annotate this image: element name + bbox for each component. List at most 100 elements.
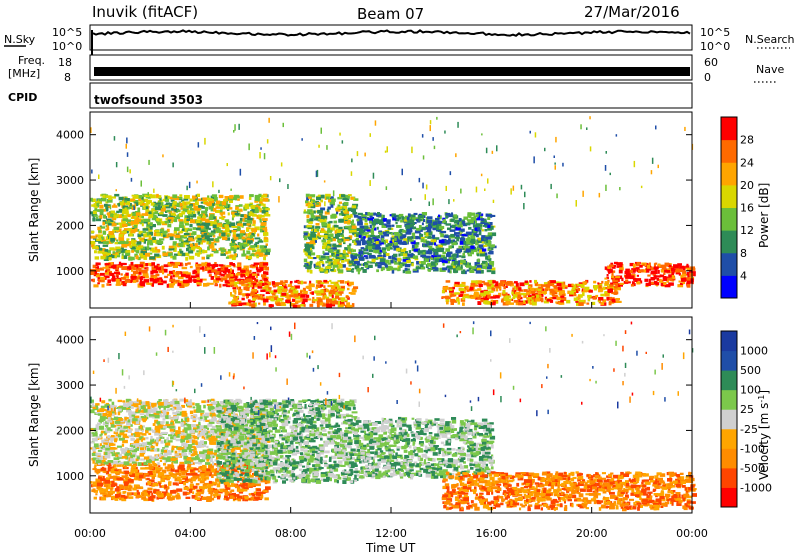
power-cell [229,196,234,199]
power-cell [172,194,178,199]
power-cell [259,264,265,269]
power-cell [470,282,476,286]
power-cell [206,202,212,207]
power-cell [327,245,330,250]
power-cell [424,258,430,263]
power-cell [490,284,494,288]
power-cell [131,275,137,279]
power-cell [264,252,270,255]
power-cell [641,269,644,273]
power-cell [163,264,169,268]
power-cell [492,280,496,284]
power-cell [388,247,393,250]
power-cell [192,242,195,247]
power-cell [260,282,265,286]
power-cell [631,268,637,272]
power-cell [152,270,159,274]
power-cell [132,270,139,275]
velocity-cell [138,472,143,477]
velocity-cell [148,479,155,483]
power-cell [113,215,118,219]
power-cell [287,297,291,300]
power-cell [367,235,371,238]
power-cell [232,302,237,306]
power-cell [428,268,431,272]
velocity-cell [169,497,175,501]
power-cell [127,214,131,218]
power-cell [416,227,421,231]
power-cell [660,274,665,278]
power-cell [488,246,491,249]
power-cell [305,246,308,250]
power-cell [182,244,186,248]
power-speckle [115,189,117,192]
power-cell [323,216,328,220]
power-cell [462,234,468,237]
power-cell [330,227,335,231]
power-cell [465,242,471,245]
power-cell [405,256,411,260]
power-cell [303,304,306,307]
power-cell [233,236,240,240]
power-cell [292,298,296,302]
power-cell [477,253,480,257]
power-cell [207,267,212,270]
power-cell [179,220,184,225]
power-speckle [315,170,318,178]
power-cell [382,231,387,235]
power-cell [652,270,658,275]
power-cell [225,237,230,241]
velocity-cell [242,489,248,492]
velocity-cell [202,483,207,487]
power-cbar-tick: 20 [740,179,754,192]
power-cell [321,262,325,265]
power-cell [232,278,238,281]
power-cell [122,262,125,266]
power-cell [601,280,604,284]
power-cell [148,211,152,215]
velocity-cell [256,488,261,492]
power-cell [567,283,574,288]
velocity-cell [92,481,97,486]
power-cell [321,293,327,296]
power-cell [275,282,280,285]
power-cell [375,245,381,248]
velocity-cell [143,473,149,476]
power-cell [357,216,363,220]
power-cell [468,226,472,230]
power-cell [474,280,479,283]
power-cell [250,253,255,257]
power-cell [104,263,111,266]
power-cell [334,262,341,266]
power-cell [139,221,143,225]
power-cell [178,238,183,242]
velocity-cell [166,476,171,479]
power-cell [256,244,259,249]
power-cell [533,299,537,302]
power-cell [390,232,393,235]
power-cell [166,283,169,288]
power-cell [250,283,253,286]
power-cell [648,262,651,266]
power-cell [257,286,263,289]
velocity-cell [185,480,189,484]
power-cell [105,236,110,240]
power-speckle [356,151,359,157]
power-cell [188,203,191,207]
power-cell [129,203,132,207]
power-cell [204,222,211,226]
power-cell [612,276,615,281]
power-cell [226,265,232,268]
power-cell [459,241,466,245]
power-cell [213,216,216,220]
power-cell [176,215,181,220]
power-cell [486,295,491,299]
power-cell [149,249,153,252]
velocity-cell [230,489,235,492]
power-cell [213,250,219,254]
power-cell [135,218,141,223]
power-cell [477,296,481,300]
power-cell [193,206,199,210]
power-cell [333,236,338,239]
power-cell [294,280,297,283]
